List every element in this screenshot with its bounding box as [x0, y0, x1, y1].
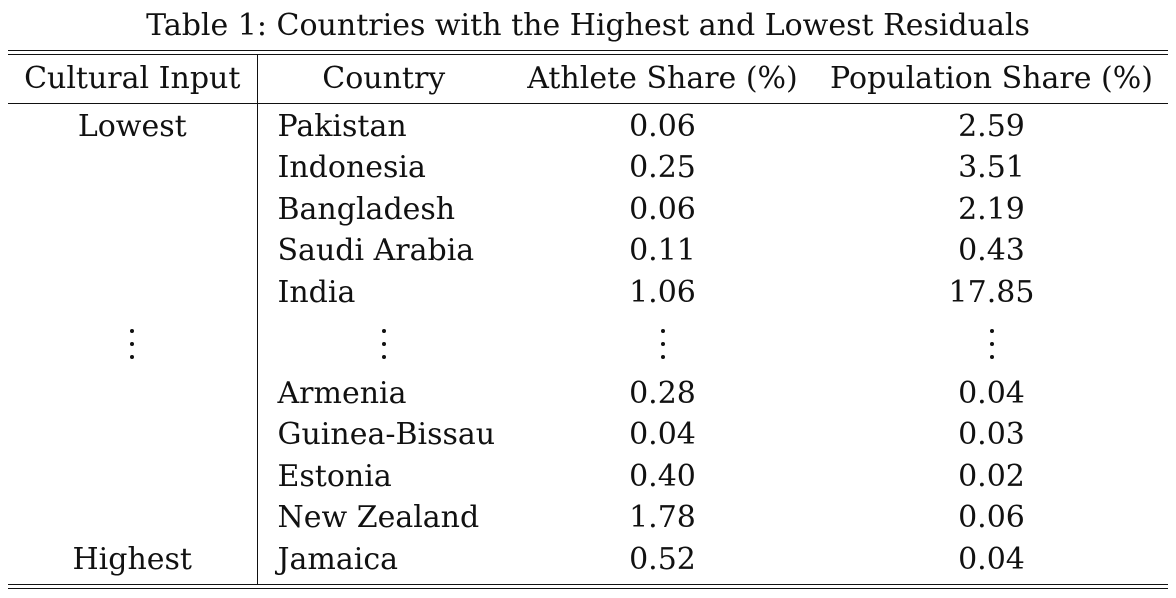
table-row: Estonia 0.40 0.02	[8, 455, 1168, 498]
cell-cultural-input	[8, 188, 258, 231]
cell-athlete-share: 0.06	[629, 191, 696, 227]
header-row: Cultural Input Country Athlete Share (%)…	[8, 55, 1168, 104]
cell-population-share: 0.04	[958, 376, 1025, 412]
table-row: India 1.06 17.85	[8, 271, 1168, 314]
vertical-ellipsis-icon	[659, 327, 667, 361]
cell-population-share: 0.02	[958, 458, 1025, 494]
cell-athlete-share: 0.06	[629, 109, 696, 144]
bottom-double-rule	[8, 584, 1168, 590]
cell-population-share: 17.85	[948, 274, 1035, 310]
table-row: Bangladesh 0.06 2.19	[8, 188, 1168, 231]
cell-cultural-input	[8, 414, 258, 456]
cell-population-share: 0.06	[958, 500, 1025, 536]
ellipsis-cell	[8, 313, 258, 374]
cell-population-share: 3.51	[958, 150, 1025, 186]
cell-cultural-input	[8, 497, 258, 539]
cell-cultural-input	[8, 147, 258, 189]
vertical-ellipsis-icon	[380, 327, 388, 361]
cell-cultural-input	[8, 230, 258, 272]
cell-country: Pakistan	[277, 109, 407, 144]
table-row: Saudi Arabia 0.11 0.43	[8, 230, 1168, 272]
cell-population-share: 0.03	[958, 417, 1025, 453]
cell-athlete-share: 0.11	[629, 233, 696, 269]
cell-population-share: 0.43	[958, 233, 1025, 269]
vertical-ellipsis-icon	[128, 327, 136, 361]
cell-athlete-share: 0.40	[629, 458, 696, 494]
cell-cultural-input: Highest	[8, 538, 258, 585]
ellipsis-cell	[510, 313, 815, 373]
cell-cultural-input: Lowest	[8, 103, 258, 148]
cell-athlete-share: 0.52	[629, 541, 696, 577]
cell-population-share: 2.19	[958, 191, 1025, 227]
table-row: Highest Jamaica 0.52 0.04	[8, 538, 1168, 585]
table-row: Indonesia 0.25 3.51	[8, 147, 1168, 189]
cell-cultural-input	[8, 271, 258, 314]
table-row: Armenia 0.28 0.04	[8, 373, 1168, 415]
cell-cultural-input	[8, 373, 258, 415]
table-row: New Zealand 1.78 0.06	[8, 497, 1168, 539]
header-athlete-share: Athlete Share (%)	[510, 55, 815, 104]
cell-country: Guinea-Bissau	[277, 417, 496, 453]
vertical-ellipsis-icon	[988, 327, 996, 361]
cell-athlete-share: 0.28	[629, 376, 696, 412]
cell-athlete-share: 0.25	[629, 150, 696, 186]
cell-country: Estonia	[277, 458, 392, 494]
cell-population-share: 0.04	[958, 541, 1025, 577]
table-row: Guinea-Bissau 0.04 0.03	[8, 414, 1168, 456]
results-table: Cultural Input Country Athlete Share (%)…	[8, 50, 1168, 590]
cell-country: Saudi Arabia	[277, 233, 475, 269]
cell-cultural-input	[8, 455, 258, 498]
table-body: Lowest Pakistan 0.06 2.59 Indonesia 0.25…	[8, 103, 1168, 585]
cell-country: India	[277, 274, 356, 310]
cell-country: Jamaica	[277, 541, 399, 577]
top-double-rule	[8, 50, 1168, 55]
table-row: Lowest Pakistan 0.06 2.59	[8, 103, 1168, 148]
ellipsis-cell	[815, 313, 1168, 373]
table-caption: Table 1: Countries with the Highest and …	[146, 8, 1030, 43]
cell-athlete-share: 1.78	[629, 500, 696, 536]
header-cultural-input: Cultural Input	[8, 55, 258, 104]
table-grid: Cultural Input Country Athlete Share (%)…	[8, 55, 1168, 585]
cell-athlete-share: 0.04	[629, 417, 696, 453]
header-population-share: Population Share (%)	[815, 55, 1168, 104]
cell-country: Armenia	[277, 376, 407, 412]
ellipsis-cell	[257, 313, 510, 373]
cell-athlete-share: 1.06	[629, 274, 696, 310]
cell-country: Indonesia	[277, 150, 426, 186]
cell-country: New Zealand	[277, 500, 480, 536]
ellipsis-row	[8, 313, 1168, 374]
cell-country: Bangladesh	[277, 191, 456, 227]
cell-population-share: 2.59	[958, 109, 1025, 144]
header-country: Country	[257, 55, 510, 104]
